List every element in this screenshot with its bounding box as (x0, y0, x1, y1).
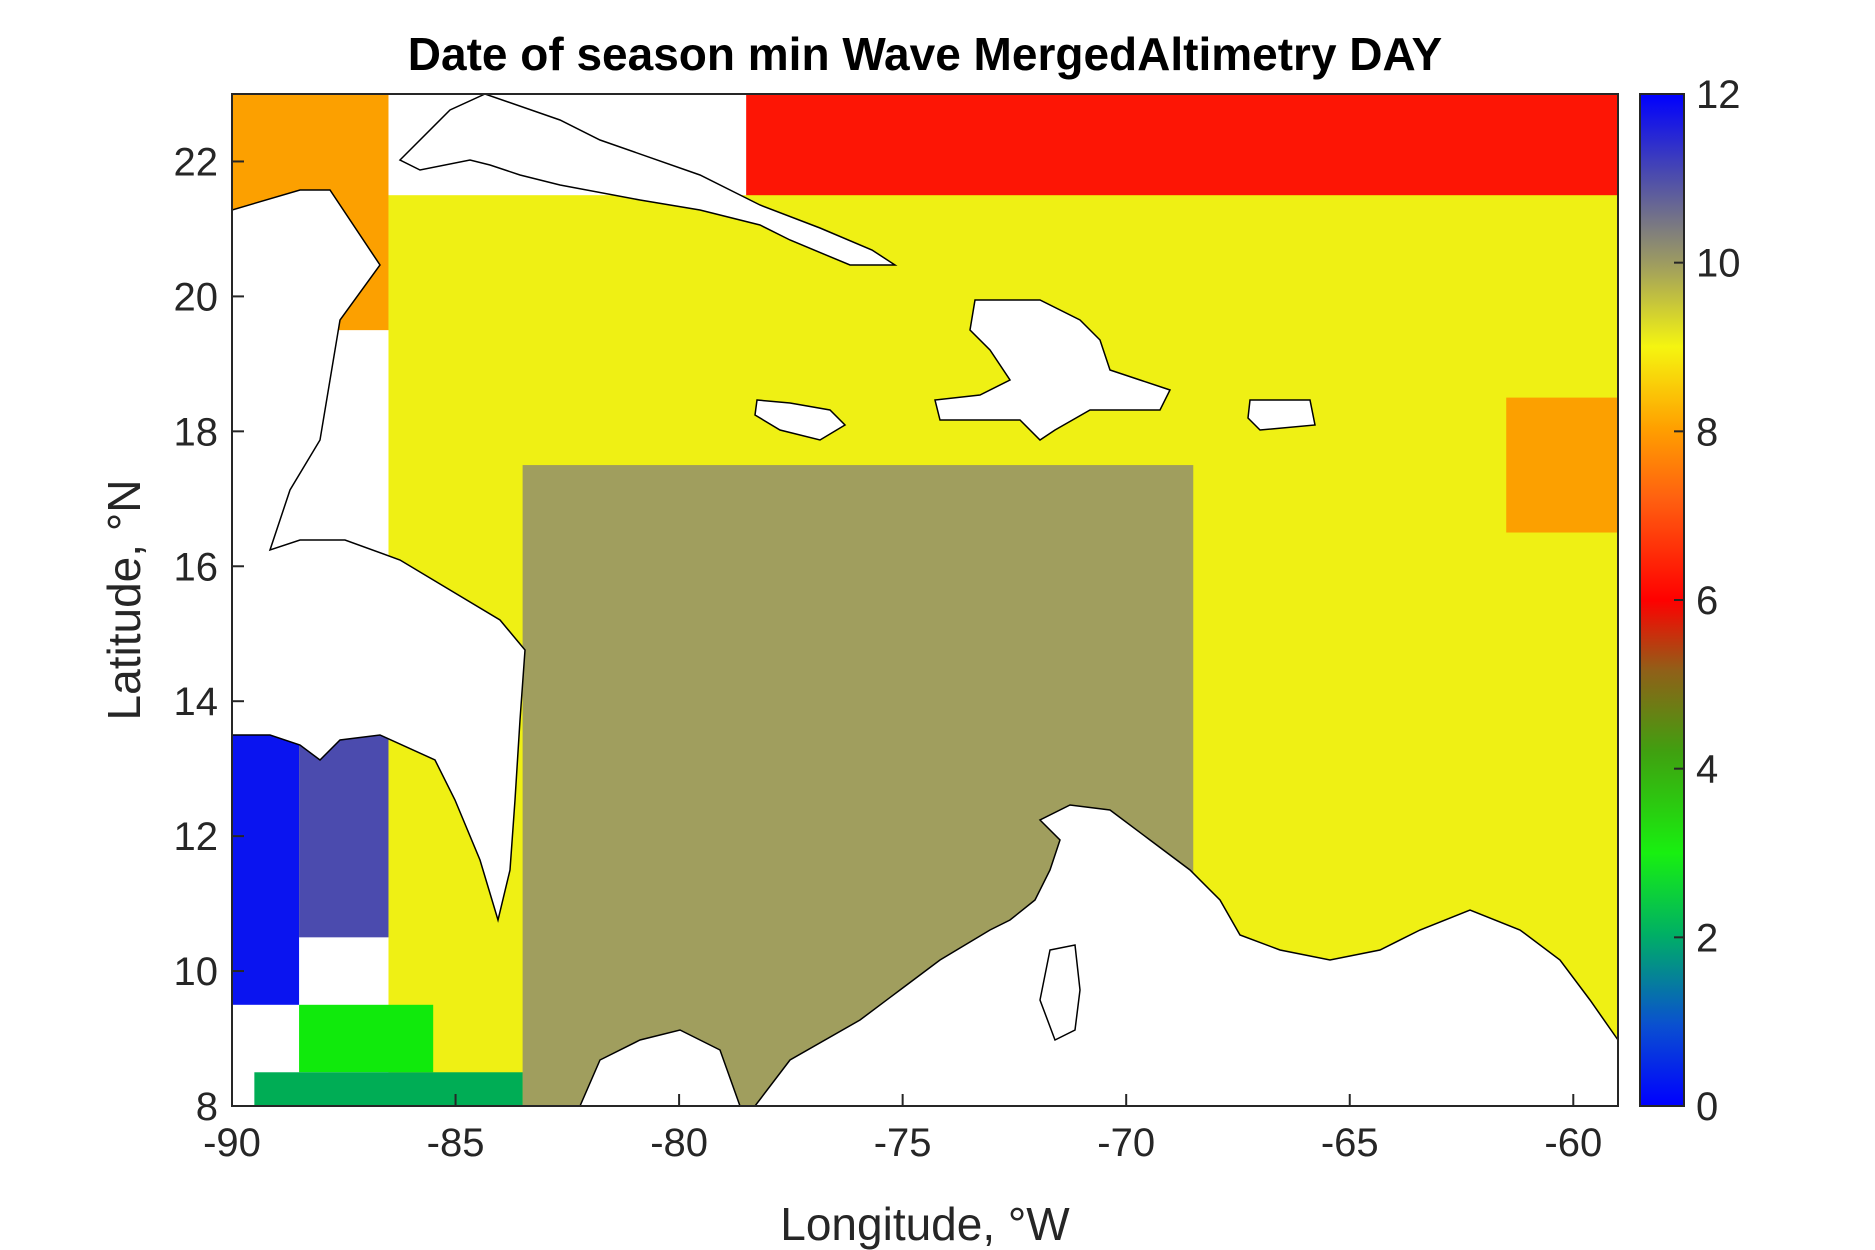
plot-axes (231, 93, 1619, 1107)
x-tick-label: -75 (874, 1121, 932, 1165)
x-tick-label: -65 (1321, 1121, 1379, 1165)
south-america-land (754, 804, 1618, 1106)
y-tick-label: 18 (174, 410, 219, 454)
colorbar: 0 2 4 6 8 10 12 (1639, 73, 1741, 1129)
y-axis-ticks: 8 10 12 14 16 18 20 22 (174, 140, 244, 1129)
x-axis-ticks: -90 -85 -80 -75 -70 -65 -60 (203, 1094, 1602, 1165)
colorbar-tick-label: 10 (1696, 242, 1741, 286)
y-tick-label: 8 (196, 1085, 218, 1129)
yucatan-land (232, 189, 526, 923)
colorbar-ticks: 0 2 4 6 8 10 12 (1674, 73, 1741, 1129)
x-tick-label: -70 (1097, 1121, 1155, 1165)
x-tick-label: -80 (650, 1121, 708, 1165)
colorbar-tick-label: 12 (1696, 73, 1741, 117)
x-tick-label: -90 (203, 1121, 261, 1165)
cuba-land (398, 94, 898, 266)
region-cell-9 (254, 1072, 523, 1106)
y-tick-label: 22 (174, 140, 219, 184)
y-tick-label: 20 (174, 275, 219, 319)
colorbar-tick-label: 6 (1696, 579, 1718, 623)
x-tick-label: -60 (1544, 1121, 1602, 1165)
chart-title: Date of season min Wave MergedAltimetry … (408, 28, 1442, 80)
region-cell-5 (1506, 397, 1618, 533)
maracaibo-gulf (1039, 944, 1081, 1042)
jamaica-land (754, 399, 847, 441)
puerto-rico-land (1247, 399, 1316, 431)
x-axis-label: Longitude, °W (780, 1198, 1070, 1250)
y-tick-label: 14 (174, 680, 219, 724)
y-tick-label: 16 (174, 545, 219, 589)
y-tick-label: 12 (174, 815, 219, 859)
y-tick-label: 10 (174, 950, 219, 994)
colorbar-tick-label: 4 (1696, 748, 1718, 792)
colorbar-tick-label: 2 (1696, 916, 1718, 960)
land-masses (232, 94, 1618, 1106)
region-cell-8 (299, 1004, 434, 1073)
y-axis-label: Latitude, °N (98, 480, 150, 721)
panama-land (579, 1029, 741, 1106)
hispaniola-land (934, 299, 1172, 441)
region-cell-6 (232, 734, 300, 1005)
region-cell-7 (299, 734, 389, 938)
colorbar-tick-label: 0 (1696, 1085, 1718, 1129)
colorbar-tick-label: 8 (1696, 410, 1718, 454)
x-tick-label: -85 (427, 1121, 485, 1165)
